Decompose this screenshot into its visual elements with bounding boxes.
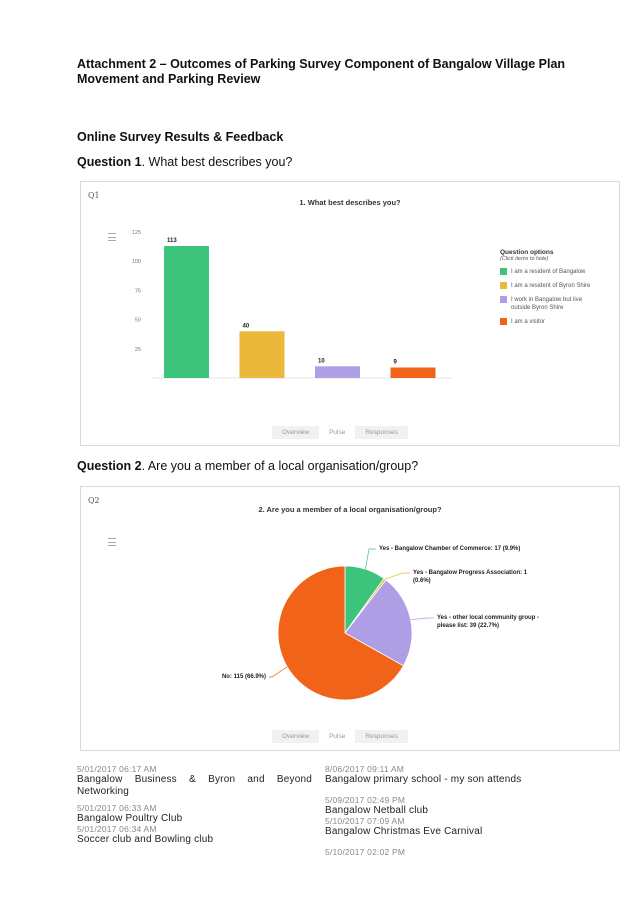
question-1-label: Question 1 <box>77 155 142 169</box>
response-date: 5/01/2017 06:34 AM <box>77 824 157 834</box>
question-1-text: . What best describes you? <box>141 155 293 169</box>
q1-chart-panel: Q1 1. What best describes you? 25 50 75 100… <box>80 181 620 446</box>
q1-y-tick-label: 25 <box>135 347 141 353</box>
q1-legend-title: Question options <box>500 249 554 256</box>
q1-legend-label-0: I am a resident of Bangalow <box>511 269 586 275</box>
q2-slice-label: Yes - Bangalow Chamber of Commerce: 17 (… <box>379 546 520 552</box>
q1-y-tick-label: 75 <box>135 288 141 294</box>
q1-bar-chart: 25 50 75 100 125 113 40 10 9 <box>132 230 453 379</box>
q2-slice-label: Yes - Bangalow Progress Association: 1 (0… <box>413 570 528 584</box>
q2-slice-label-line: Yes - Bangalow Progress Association: 1 <box>413 570 528 576</box>
q1-legend-label-3: I am a visitor <box>511 319 546 325</box>
question-2-text: . Are you a member of a local organisati… <box>141 459 419 473</box>
q2-pie-slice <box>344 579 413 667</box>
q2-tab-overview[interactable]: Overview <box>282 733 310 740</box>
q2-slice-label: No: 115 (66.9%) <box>222 674 266 680</box>
q2-slice-label-line: No: 115 (66.9%) <box>222 674 266 680</box>
q1-bar-value-label: 40 <box>243 323 250 329</box>
q1-view-tabs: Overview Pulse Responses <box>272 426 408 439</box>
q2-slice-label-line: (0.6%) <box>413 578 431 584</box>
q2-label-connector <box>365 548 376 570</box>
question-2-label: Question 2 <box>77 459 142 473</box>
q1-legend-swatch-3 <box>500 318 507 325</box>
q1-legend-label-2: I work in Bangalow but live outside Byro… <box>511 297 583 311</box>
q2-slice-label-line: please list: 39 (22.7%) <box>437 623 499 629</box>
q2-chart-panel: Q2 2. Are you a member of a local organi… <box>80 486 620 751</box>
response-text: Bangalow Christmas Eve Carnival <box>325 826 483 837</box>
response-date: 5/10/2017 07:09 AM <box>325 816 405 826</box>
q2-slice-label-line: Yes - other local community group - <box>437 615 539 621</box>
q1-y-tick-label: 100 <box>132 259 141 265</box>
response-text: Bangalow primary school - my son attends <box>325 774 522 785</box>
q1-tab-responses[interactable]: Responses <box>365 429 398 436</box>
response-text: Bangalow Business & Byron and Beyond Net… <box>77 774 312 797</box>
q2-tab-pulse[interactable]: Pulse <box>319 730 356 743</box>
response-text: Soccer club and Bowling club <box>77 834 214 845</box>
responses-left-column: 5/01/2017 06:17 AM Bangalow Business & B… <box>77 764 312 845</box>
q1-panel-tag: Q1 <box>88 191 100 200</box>
q2-pie-chart: Yes - Bangalow Chamber of Commerce: 17 (… <box>222 546 539 701</box>
q1-menu-icon[interactable] <box>108 233 116 241</box>
q1-bar <box>315 366 360 378</box>
q1-legend-item-3[interactable]: I am a visitor <box>500 318 592 326</box>
document-title: Attachment 2 – Outcomes of Parking Surve… <box>77 57 566 86</box>
response-date: 5/09/2017 02:49 PM <box>325 795 406 805</box>
response-date: 8/06/2017 09:11 AM <box>325 764 405 774</box>
q1-legend-item-2[interactable]: I work in Bangalow but live outside Byro… <box>500 296 592 312</box>
q1-tab-overview[interactable]: Overview <box>282 429 310 436</box>
q1-chart-title: 1. What best describes you? <box>299 198 401 207</box>
q2-slice-label-line: Yes - Bangalow Chamber of Commerce: 17 (… <box>379 546 520 552</box>
q2-label-connector <box>384 572 410 580</box>
section-title: Online Survey Results & Feedback <box>77 130 284 144</box>
q2-chart-title: 2. Are you a member of a local organisat… <box>258 505 442 514</box>
q1-legend-item-1[interactable]: I am a resident of Byron Shire <box>500 282 592 290</box>
q1-y-tick-label: 125 <box>132 230 141 236</box>
response-date: 5/10/2017 02:02 PM <box>325 847 406 857</box>
q1-legend-subtitle: (Click items to hide) <box>500 256 549 262</box>
q1-legend-swatch-0 <box>500 268 507 275</box>
responses-right-column: 8/06/2017 09:11 AM Bangalow primary scho… <box>325 764 565 857</box>
q2-view-tabs: Overview Pulse Responses <box>272 730 408 743</box>
response-text: Bangalow Poultry Club <box>77 813 183 824</box>
q1-legend-swatch-2 <box>500 296 507 303</box>
q1-tab-pulse[interactable]: Pulse <box>319 426 356 439</box>
q2-panel-tag: Q2 <box>88 496 100 505</box>
q1-bar <box>239 331 285 378</box>
q1-legend-label-1: I am a resident of Byron Shire <box>511 283 591 289</box>
q1-bar <box>164 246 209 378</box>
q2-tab-responses[interactable]: Responses <box>365 733 398 740</box>
q2-label-connector <box>410 617 434 620</box>
q1-bar-value-label: 113 <box>167 238 177 244</box>
question-1-heading: Question 1. What best describes you? <box>77 155 292 169</box>
q1-legend-swatch-1 <box>500 282 507 289</box>
q1-bar <box>390 367 436 378</box>
q1-bar-value-label: 10 <box>318 358 325 364</box>
q2-menu-icon[interactable] <box>108 538 116 546</box>
q1-bar-value-label: 9 <box>394 359 398 365</box>
q1-legend: Question options (Click items to hide) I… <box>500 249 592 326</box>
response-date: 5/01/2017 06:17 AM <box>77 764 157 774</box>
response-date: 5/01/2017 06:33 AM <box>77 803 157 813</box>
q2-slice-label: Yes - other local community group - pleas… <box>437 615 539 629</box>
q1-legend-item-0[interactable]: I am a resident of Bangalow <box>500 268 592 276</box>
q1-y-tick-label: 50 <box>135 318 141 324</box>
question-2-heading: Question 2. Are you a member of a local … <box>77 459 418 473</box>
response-text: Bangalow Netball club <box>325 805 429 816</box>
q2-label-connector <box>269 666 288 678</box>
